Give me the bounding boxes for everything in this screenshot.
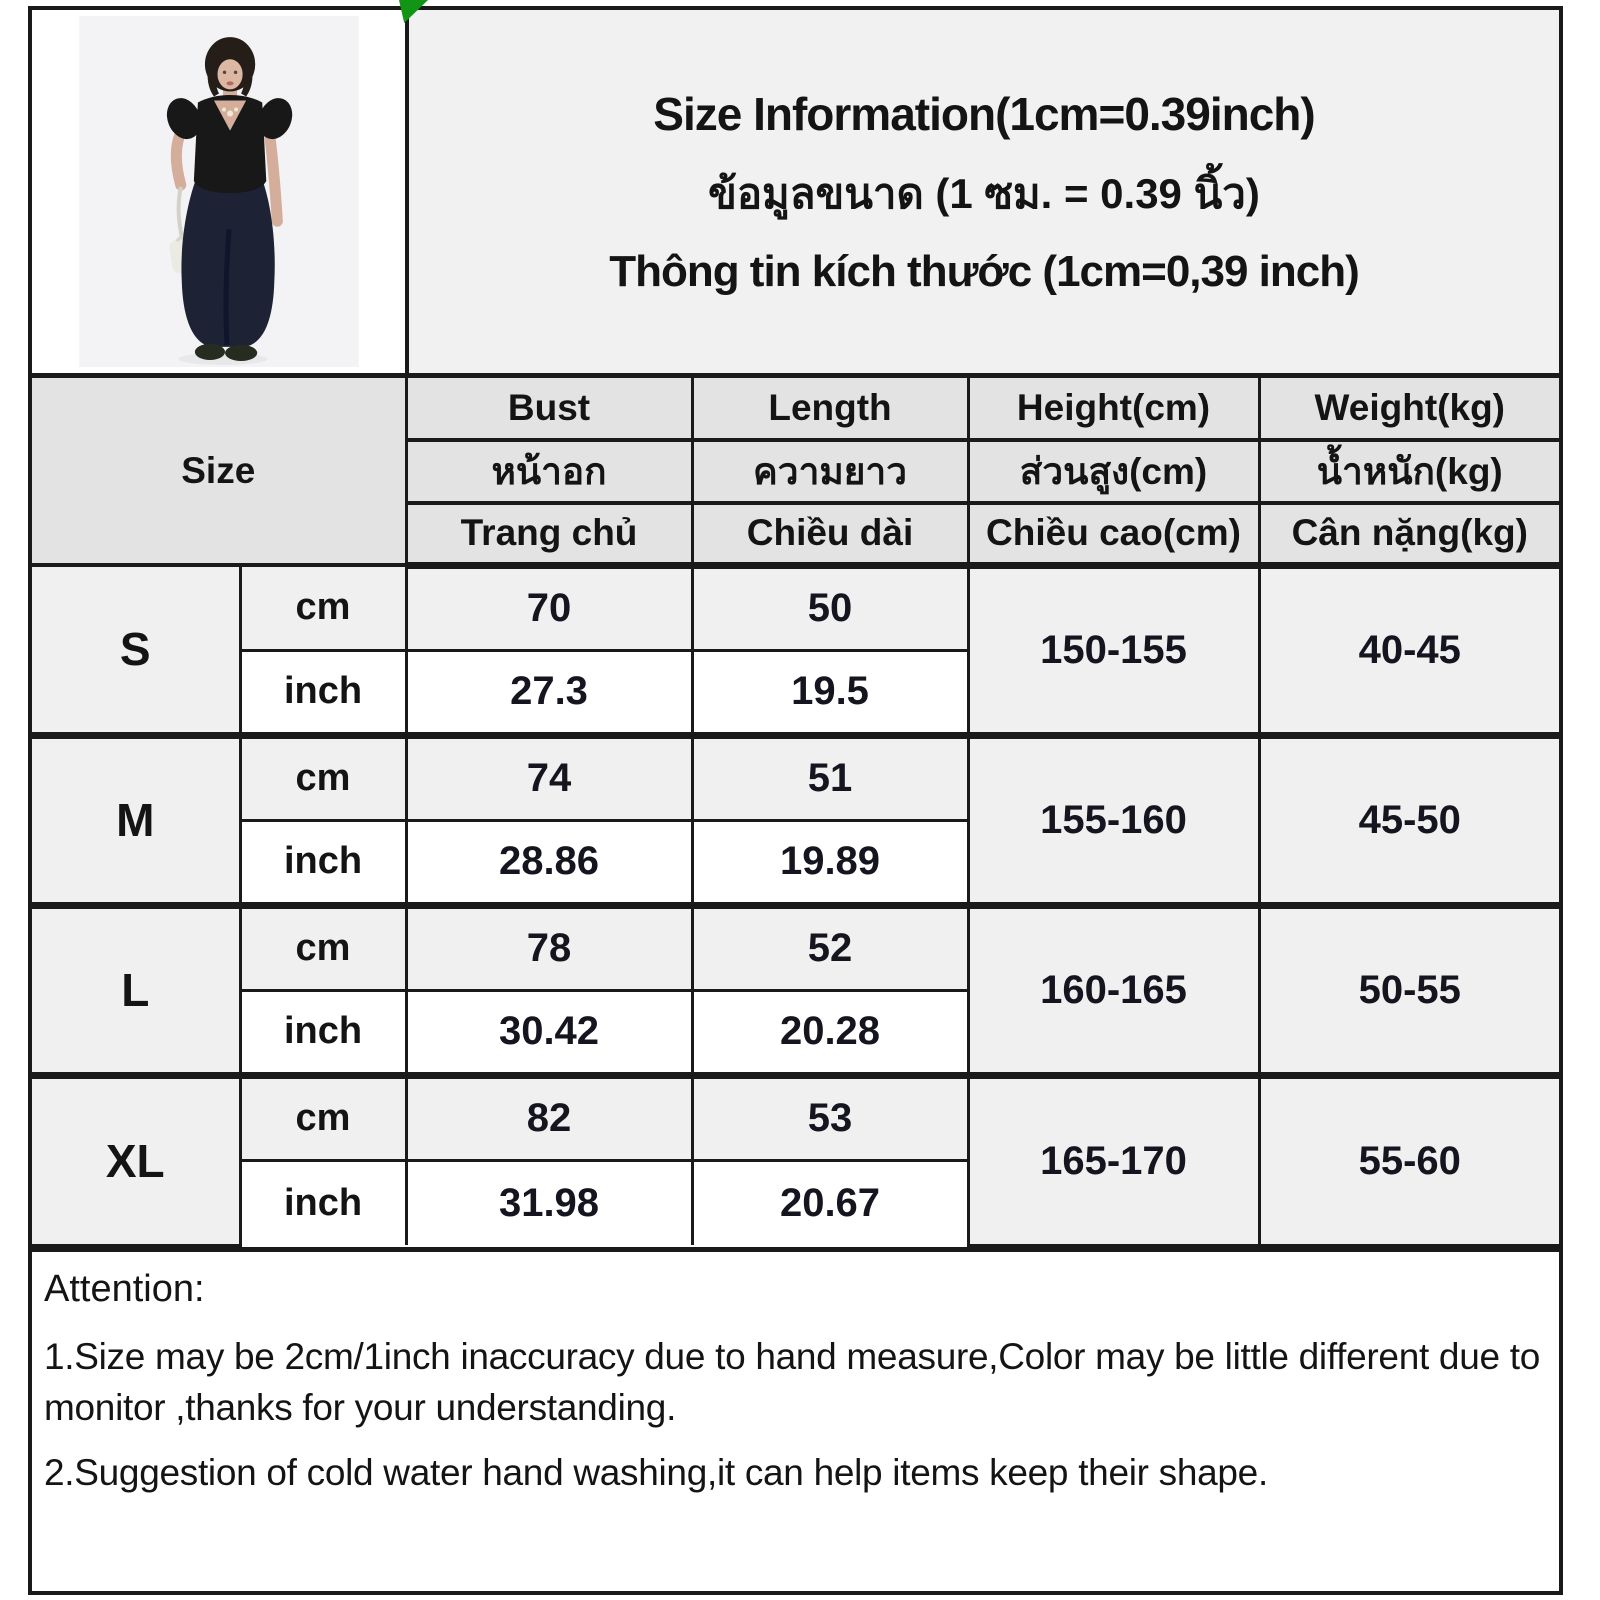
col-header-bust-th: หน้าอก: [406, 438, 694, 505]
xl-weight-range: 55-60: [1257, 1071, 1560, 1247]
row-xl-cm: XL cm 82 53 165-170 55-60: [32, 1071, 1560, 1247]
unit-inch: inch: [240, 648, 408, 737]
col-header-weight-vi: Cân nặng(kg): [1257, 501, 1560, 569]
l-bust-inch: 30.42: [404, 988, 694, 1077]
col-header-bust-vi: Trang chủ: [406, 501, 694, 569]
col-header-length-th: ความยาว: [690, 438, 970, 505]
xl-length-inch: 20.67: [690, 1158, 970, 1245]
title-english: Size Information(1cm=0.39inch): [653, 87, 1315, 140]
attention-heading: Attention:: [44, 1267, 205, 1310]
s-bust-inch: 27.3: [404, 648, 694, 737]
s-length-inch: 19.5: [690, 648, 970, 737]
l-weight-range: 50-55: [1257, 901, 1560, 1077]
unit-inch: inch: [240, 1158, 408, 1245]
col-header-weight-en: Weight(kg): [1257, 378, 1560, 442]
unit-cm: cm: [238, 731, 408, 822]
m-height-range: 155-160: [966, 731, 1261, 907]
s-height-range: 150-155: [966, 563, 1261, 737]
unit-cm: cm: [238, 1071, 408, 1162]
row-xl-inch: inch 31.98 20.67: [32, 1158, 1559, 1245]
xl-bust-cm: 82: [404, 1071, 694, 1162]
title-block: Size Information(1cm=0.39inch) ข้อมูลขนา…: [409, 10, 1559, 373]
col-header-height-en: Height(cm): [966, 378, 1261, 442]
row-s-inch: inch 27.3 19.5: [32, 648, 1559, 737]
title-thai: ข้อมูลขนาด (1 ซม. = 0.39 นิ้ว): [708, 169, 1260, 217]
row-s-cm: S cm 70 50 150-155 40-45: [32, 563, 1560, 737]
m-length-cm: 51: [690, 731, 970, 822]
s-bust-cm: 70: [404, 563, 694, 652]
row-l-inch: inch 30.42 20.28: [32, 988, 1559, 1077]
col-header-height-th: ส่วนสูง(cm): [966, 438, 1261, 505]
size-label-s: S: [32, 563, 242, 737]
size-label-xl: XL: [32, 1071, 242, 1247]
xl-bust-inch: 31.98: [404, 1158, 694, 1245]
m-weight-range: 45-50: [1257, 731, 1560, 907]
s-length-cm: 50: [690, 563, 970, 652]
unit-inch: inch: [240, 988, 408, 1077]
xl-length-cm: 53: [690, 1071, 970, 1162]
row-m-inch: inch 28.86 19.89: [32, 818, 1559, 907]
header-row-th: หน้าอก ความยาว ส่วนสูง(cm) น้ำหนัก(kg): [32, 438, 1560, 505]
title-vietnamese: Thông tin kích thước (1cm=0,39 inch): [609, 246, 1360, 296]
m-bust-cm: 74: [404, 731, 694, 822]
product-photo: [78, 16, 359, 367]
size-label-m: M: [32, 731, 242, 907]
col-header-length-en: Length: [690, 378, 970, 442]
unit-inch: inch: [240, 818, 408, 907]
s-weight-range: 40-45: [1257, 563, 1560, 737]
header-row-en: Size Bust Length Height(cm) Weight(kg): [32, 378, 1560, 567]
attention-note-2: 2.Suggestion of cold water hand washing,…: [44, 1451, 1268, 1493]
col-header-height-vi: Chiều cao(cm): [966, 501, 1261, 569]
m-bust-inch: 28.86: [404, 818, 694, 907]
top-section: Size Information(1cm=0.39inch) ข้อมูลขนา…: [32, 10, 1559, 378]
col-header-bust-en: Bust: [404, 378, 694, 442]
row-m-cm: M cm 74 51 155-160 45-50: [32, 731, 1560, 907]
size-chart-sheet: Size Information(1cm=0.39inch) ข้อมูลขนา…: [28, 6, 1563, 1595]
attention-section: Attention: 1.Size may be 2cm/1inch inacc…: [32, 1246, 1559, 1591]
m-length-inch: 19.89: [690, 818, 970, 907]
size-table: Size Bust Length Height(cm) Weight(kg) ห…: [32, 378, 1560, 1247]
attention-note-1: 1.Size may be 2cm/1inch inaccuracy due t…: [44, 1335, 1541, 1428]
size-label-l: L: [32, 901, 242, 1077]
col-header-weight-th: น้ำหนัก(kg): [1257, 438, 1560, 505]
unit-cm: cm: [238, 901, 408, 992]
xl-height-range: 165-170: [966, 1071, 1261, 1247]
l-height-range: 160-165: [966, 901, 1261, 1077]
l-length-cm: 52: [690, 901, 970, 992]
l-length-inch: 20.28: [690, 988, 970, 1077]
col-header-length-vi: Chiều dài: [690, 501, 970, 569]
row-l-cm: L cm 78 52 160-165 50-55: [32, 901, 1560, 1077]
product-photo-cell: [32, 10, 409, 373]
unit-cm: cm: [238, 563, 408, 652]
size-corner-header: Size: [32, 378, 408, 567]
l-bust-cm: 78: [404, 901, 694, 992]
header-row-vi: Trang chủ Chiều dài Chiều cao(cm) Cân nặ…: [32, 501, 1560, 569]
